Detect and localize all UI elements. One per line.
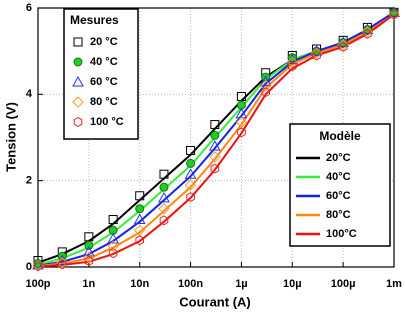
marker [159,182,169,192]
legend-label: 60°C [326,190,351,202]
x-tick-label: 1m [386,278,402,290]
marker [361,26,374,38]
marker [337,38,349,51]
marker [133,213,146,225]
x-tick-label: 100n [178,278,203,290]
marker [135,204,145,214]
marker [32,258,44,270]
marker [259,75,272,86]
marker [135,191,145,201]
legend-label: 60 °C [90,76,118,88]
legend-label: 20°C [326,152,351,164]
legend-label: 80 °C [90,96,118,108]
legend-marker [72,75,84,87]
legend-label: 20 °C [90,36,118,48]
marker [84,255,94,266]
marker [210,120,220,130]
marker [56,256,68,269]
marker [135,235,145,246]
marker [83,251,95,264]
marker [184,168,197,179]
y-tick-label: 4 [26,88,33,100]
marker [261,87,271,98]
marker [108,248,118,259]
marker [310,47,323,60]
marker [287,61,297,72]
y-tick-label: 0 [26,261,32,273]
x-axis-label: Courant (A) [179,294,251,309]
marker [236,91,246,101]
marker [237,127,246,138]
marker [184,179,197,191]
marker [186,158,196,168]
marker [210,130,220,140]
x-tick-label: 1µ [235,278,247,290]
plot-frame [37,7,395,268]
model-line [37,13,395,268]
marker [107,240,119,252]
legend-box [289,123,391,247]
marker [186,145,196,155]
legend-marker [73,117,83,127]
marker [158,191,170,203]
y-tick-label: 2 [26,175,32,187]
marker [286,56,298,68]
legend-label: 100°C [326,228,357,240]
marker [209,151,221,163]
model-line [37,13,395,268]
legend-marker [72,96,84,108]
x-tick-label: 10n [130,278,149,290]
marker [363,28,372,39]
marker [159,169,169,179]
x-tick-label: 10µ [283,278,302,290]
legend-label: 100 °C [90,116,124,128]
marker [83,245,95,257]
marker [84,232,94,242]
marker [33,261,43,272]
legend-marker [73,57,83,67]
legend-label: 40 °C [90,56,118,68]
marker [186,192,195,203]
y-tick-label: 6 [26,2,32,14]
marker [107,232,119,244]
marker [208,140,221,151]
marker [159,215,169,226]
legend-box [63,8,139,140]
legend-label: 80°C [326,209,351,221]
x-tick-label: 100µ [331,278,356,290]
y-axis-label: Tension (V) [3,102,18,172]
marker [84,240,94,250]
marker [57,259,67,270]
marker [259,79,272,92]
legend-title: Mesures [70,13,119,27]
x-tick-label: 1n [82,278,95,290]
legend-marker [73,37,83,47]
marker [338,41,348,52]
x-tick-label: 100p [25,278,50,290]
legend-title: Modèle [319,129,361,143]
model-line [37,11,395,267]
marker [158,203,170,215]
marker [210,163,220,174]
marker [312,50,321,61]
marker [389,9,399,20]
legend-label: 40°C [326,171,351,183]
marker [108,215,118,225]
